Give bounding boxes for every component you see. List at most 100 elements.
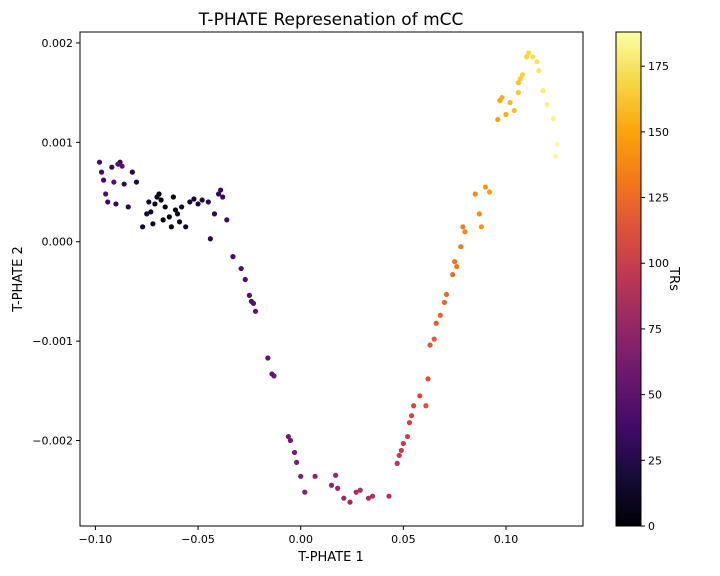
data-point [172, 207, 179, 213]
data-point [550, 115, 556, 122]
data-point [265, 355, 271, 361]
data-point [431, 336, 437, 342]
data-point [427, 342, 433, 348]
data-point [523, 54, 530, 60]
data-point [554, 141, 560, 147]
data-point [394, 460, 400, 466]
data-point [246, 292, 252, 299]
x-tick-label: −0.10 [79, 533, 113, 546]
data-point [113, 201, 119, 207]
data-point [129, 169, 135, 175]
x-tick-label: −0.05 [181, 533, 215, 546]
data-point [152, 201, 158, 207]
data-point [400, 440, 406, 447]
colorbar-tick-label: 0 [648, 520, 655, 533]
data-point [365, 495, 372, 501]
data-point [158, 197, 164, 203]
data-point [287, 437, 294, 444]
data-point [476, 211, 482, 217]
x-tick-label: 0.10 [494, 533, 519, 546]
data-point [443, 291, 450, 298]
data-point [191, 196, 197, 202]
data-point [98, 169, 105, 175]
data-point [386, 493, 392, 499]
data-point [441, 299, 448, 305]
data-point [347, 499, 353, 505]
data-point [103, 191, 109, 197]
data-point [269, 371, 275, 377]
data-point [166, 214, 172, 220]
scatter-points [96, 50, 560, 505]
data-point [96, 159, 103, 165]
y-tick-label: 0.000 [42, 236, 74, 249]
y-axis-label: T-PHATE 2 [11, 246, 26, 313]
y-tick-label: −0.001 [32, 335, 73, 348]
x-axis-label: T-PHATE 1 [297, 550, 364, 565]
data-point [458, 244, 464, 250]
data-point [150, 221, 156, 227]
data-point [357, 487, 363, 493]
x-tick-label: 0.05 [391, 533, 416, 546]
data-point [503, 111, 509, 118]
data-point [207, 236, 213, 242]
data-point [462, 229, 468, 235]
data-point [525, 50, 532, 56]
data-point [115, 161, 121, 167]
data-point [176, 219, 183, 225]
data-point [472, 191, 478, 197]
data-point [162, 204, 168, 210]
data-point [497, 97, 503, 104]
data-point [101, 177, 107, 183]
data-point [452, 259, 458, 265]
data-point [168, 224, 174, 230]
data-point [298, 473, 304, 479]
data-point [224, 217, 230, 223]
data-point [460, 224, 466, 230]
data-point [425, 376, 431, 382]
data-point [515, 80, 521, 86]
data-point [540, 88, 546, 94]
data-point [105, 199, 111, 205]
x-axis: −0.10 −0.05 0.00 0.05 0.10 [79, 526, 519, 546]
data-point [293, 459, 300, 465]
data-point [252, 308, 259, 314]
colorbar [615, 31, 642, 527]
data-point [174, 211, 181, 217]
colorbar-tick-label: 150 [648, 126, 669, 139]
data-point [517, 76, 523, 82]
data-point [170, 194, 177, 200]
colorbar-tick-label: 100 [648, 257, 669, 270]
data-point [285, 433, 291, 440]
data-point [433, 320, 439, 326]
colorbar-axis: 0 25 50 75 100 125 150 175 [641, 60, 669, 533]
chart-title: T-PHATE Represenation of mCC [198, 10, 464, 30]
data-point [205, 199, 211, 205]
data-point [199, 197, 205, 203]
data-point [312, 473, 318, 479]
data-point [215, 191, 222, 197]
data-point [408, 413, 415, 419]
data-point [179, 204, 185, 210]
data-point [335, 485, 341, 491]
colorbar-tick-label: 75 [648, 323, 662, 336]
data-point [333, 472, 339, 478]
data-point [218, 187, 224, 193]
data-point [406, 420, 413, 426]
y-tick-label: −0.002 [32, 435, 73, 448]
data-point [211, 211, 218, 217]
x-tick-label: 0.00 [288, 533, 313, 546]
data-point [220, 194, 226, 200]
data-point [148, 209, 154, 215]
data-point [183, 224, 189, 230]
data-point [140, 224, 146, 230]
colorbar-tick-label: 125 [648, 192, 669, 205]
data-point [154, 194, 160, 200]
data-point [230, 254, 236, 260]
data-point [437, 312, 443, 318]
data-point [544, 101, 550, 108]
data-point [398, 447, 404, 454]
data-point [511, 107, 517, 114]
y-tick-label: 0.001 [42, 136, 74, 149]
colorbar-tick-label: 50 [648, 389, 662, 402]
